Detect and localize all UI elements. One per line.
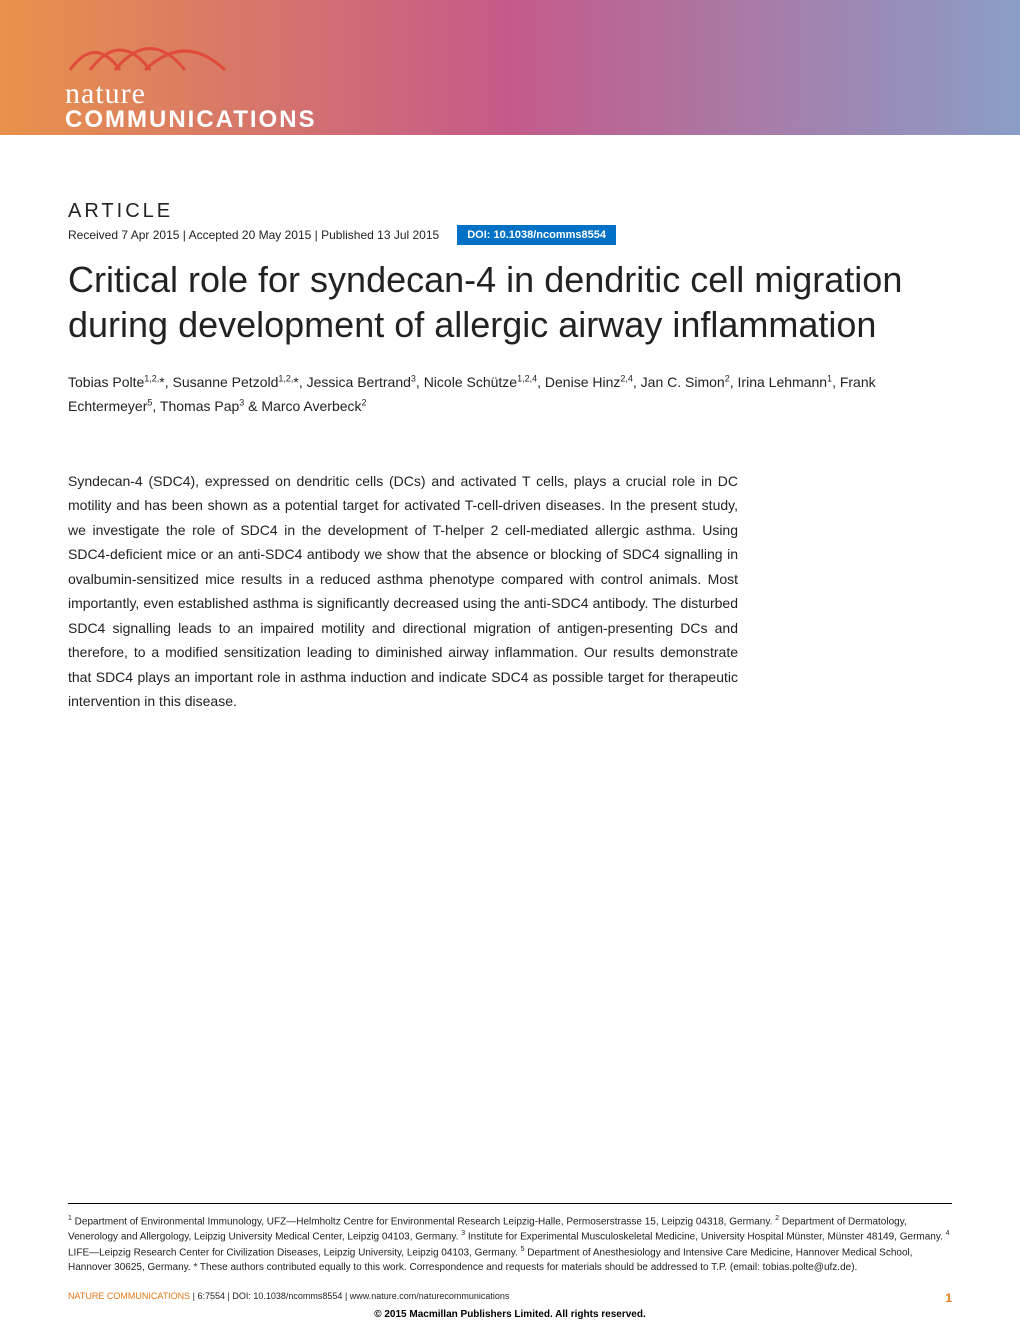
- accepted-date: Accepted 20 May 2015: [189, 228, 312, 242]
- journal-name-line2: COMMUNICATIONS: [65, 106, 317, 134]
- citation-journal: NATURE COMMUNICATIONS: [68, 1291, 190, 1301]
- article-dates: Received 7 Apr 2015 | Accepted 20 May 20…: [68, 228, 439, 242]
- authors-list: Tobias Polte1,2,*, Susanne Petzold1,2,*,…: [68, 371, 952, 419]
- journal-logo: nature COMMUNICATIONS: [65, 30, 317, 134]
- affiliations: 1 Department of Environmental Immunology…: [68, 1203, 952, 1275]
- article-title: Critical role for syndecan-4 in dendriti…: [68, 257, 952, 347]
- copyright-text: © 2015 Macmillan Publishers Limited. All…: [68, 1309, 952, 1320]
- page-footer: NATURE COMMUNICATIONS | 6:7554 | DOI: 10…: [68, 1291, 952, 1320]
- published-date: Published 13 Jul 2015: [321, 228, 439, 242]
- abstract-text: Syndecan-4 (SDC4), expressed on dendriti…: [68, 469, 738, 714]
- received-date: Received 7 Apr 2015: [68, 228, 179, 242]
- article-content: ARTICLE Received 7 Apr 2015 | Accepted 2…: [0, 135, 1020, 714]
- article-label: ARTICLE: [68, 200, 952, 223]
- page-number: 1: [945, 1291, 952, 1305]
- citation-details: | 6:7554 | DOI: 10.1038/ncomms8554 | www…: [190, 1291, 509, 1301]
- logo-waves-icon: [65, 30, 245, 80]
- doi-badge: DOI: 10.1038/ncomms8554: [457, 225, 616, 245]
- journal-header: nature COMMUNICATIONS: [0, 0, 1020, 135]
- footer-citation: NATURE COMMUNICATIONS | 6:7554 | DOI: 10…: [68, 1291, 952, 1301]
- dates-doi-row: Received 7 Apr 2015 | Accepted 20 May 20…: [68, 225, 952, 245]
